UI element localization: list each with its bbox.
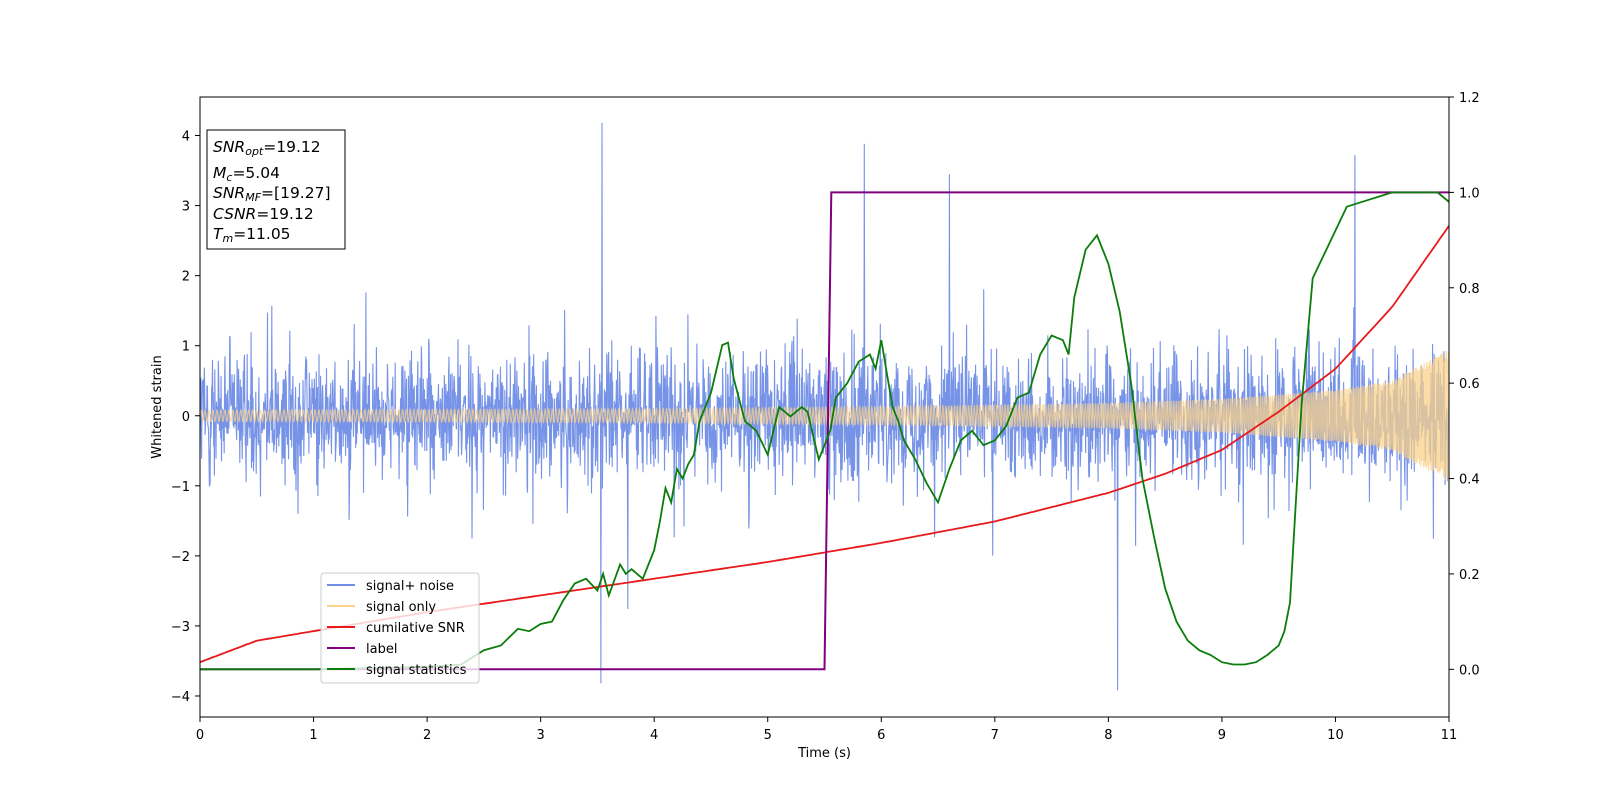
y2-tick-label: 0.4 [1459, 473, 1480, 488]
y-tick-label: −4 [171, 690, 190, 705]
signal-statistics-series [200, 191, 1449, 671]
x-tick-label: 6 [877, 728, 885, 743]
y-tick-label: −3 [171, 620, 190, 635]
x-tick-label: 10 [1327, 728, 1344, 743]
x-tick-label: 3 [536, 728, 544, 743]
y2-tick-label: 0.0 [1459, 663, 1480, 678]
y2-tick-label: 1.0 [1459, 186, 1480, 201]
legend: signal+ noise signal only cumilative SNR… [320, 572, 480, 684]
x-tick-label: 5 [764, 728, 772, 743]
x-tick-label: 0 [196, 728, 204, 743]
annotation-csnr: CSNR=19.12 [213, 205, 314, 223]
x-axis-label: Time (s) [797, 746, 851, 761]
annotation-tm: Tm=11.05 [213, 225, 291, 245]
y-tick-label: 2 [182, 270, 190, 285]
x-tick-label: 11 [1441, 728, 1458, 743]
x-tick-label: 1 [309, 728, 317, 743]
y2-tick-label: 1.2 [1459, 91, 1480, 106]
y-axis-label: Whitened strain [150, 355, 165, 458]
signal-statistics-line [200, 191, 1449, 671]
y2-tick-label: 0.8 [1459, 282, 1480, 297]
label-series [200, 191, 1449, 671]
y-tick-label: −2 [171, 550, 190, 565]
annotation-snr-opt: SNRopt=19.12 [213, 138, 321, 158]
legend-label-signal-statistics: signal statistics [366, 663, 467, 678]
y-axis-left: −4 −3 −2 −1 0 1 2 3 4 [171, 130, 200, 705]
y2-tick-label: 0.2 [1459, 568, 1480, 583]
x-tick-label: 4 [650, 728, 658, 743]
annotation-box: SNRopt=19.12 Mc=5.04 SNRMF=[19.27] CSNR=… [206, 129, 346, 250]
y-tick-label: 3 [182, 200, 190, 215]
y-tick-label: −1 [171, 480, 190, 495]
signal-only-series [200, 350, 1449, 482]
y-tick-label: 4 [182, 130, 190, 145]
annotation-snr-mf: SNRMF=[19.27] [213, 184, 331, 204]
y-axis-right: 0.0 0.2 0.4 0.6 0.8 1.0 1.2 [1449, 91, 1480, 678]
legend-label-cumulative-snr: cumilative SNR [366, 621, 465, 636]
x-tick-label: 9 [1218, 728, 1226, 743]
x-tick-label: 8 [1104, 728, 1112, 743]
label-line [200, 191, 1449, 671]
legend-label-label: label [366, 642, 397, 657]
signal-only-line [200, 350, 1449, 482]
x-axis: 0 1 2 3 4 5 6 7 8 9 10 11 [196, 717, 1457, 743]
plot-frame [199, 96, 1450, 718]
legend-label-signal-noise: signal+ noise [366, 579, 454, 594]
x-tick-label: 2 [423, 728, 431, 743]
y-tick-label: 0 [182, 410, 190, 425]
y-tick-label: 1 [182, 340, 190, 355]
legend-label-signal-only: signal only [366, 600, 436, 615]
annotation-mc: Mc=5.04 [213, 164, 280, 184]
x-tick-label: 7 [991, 728, 999, 743]
y2-tick-label: 0.6 [1459, 377, 1480, 392]
